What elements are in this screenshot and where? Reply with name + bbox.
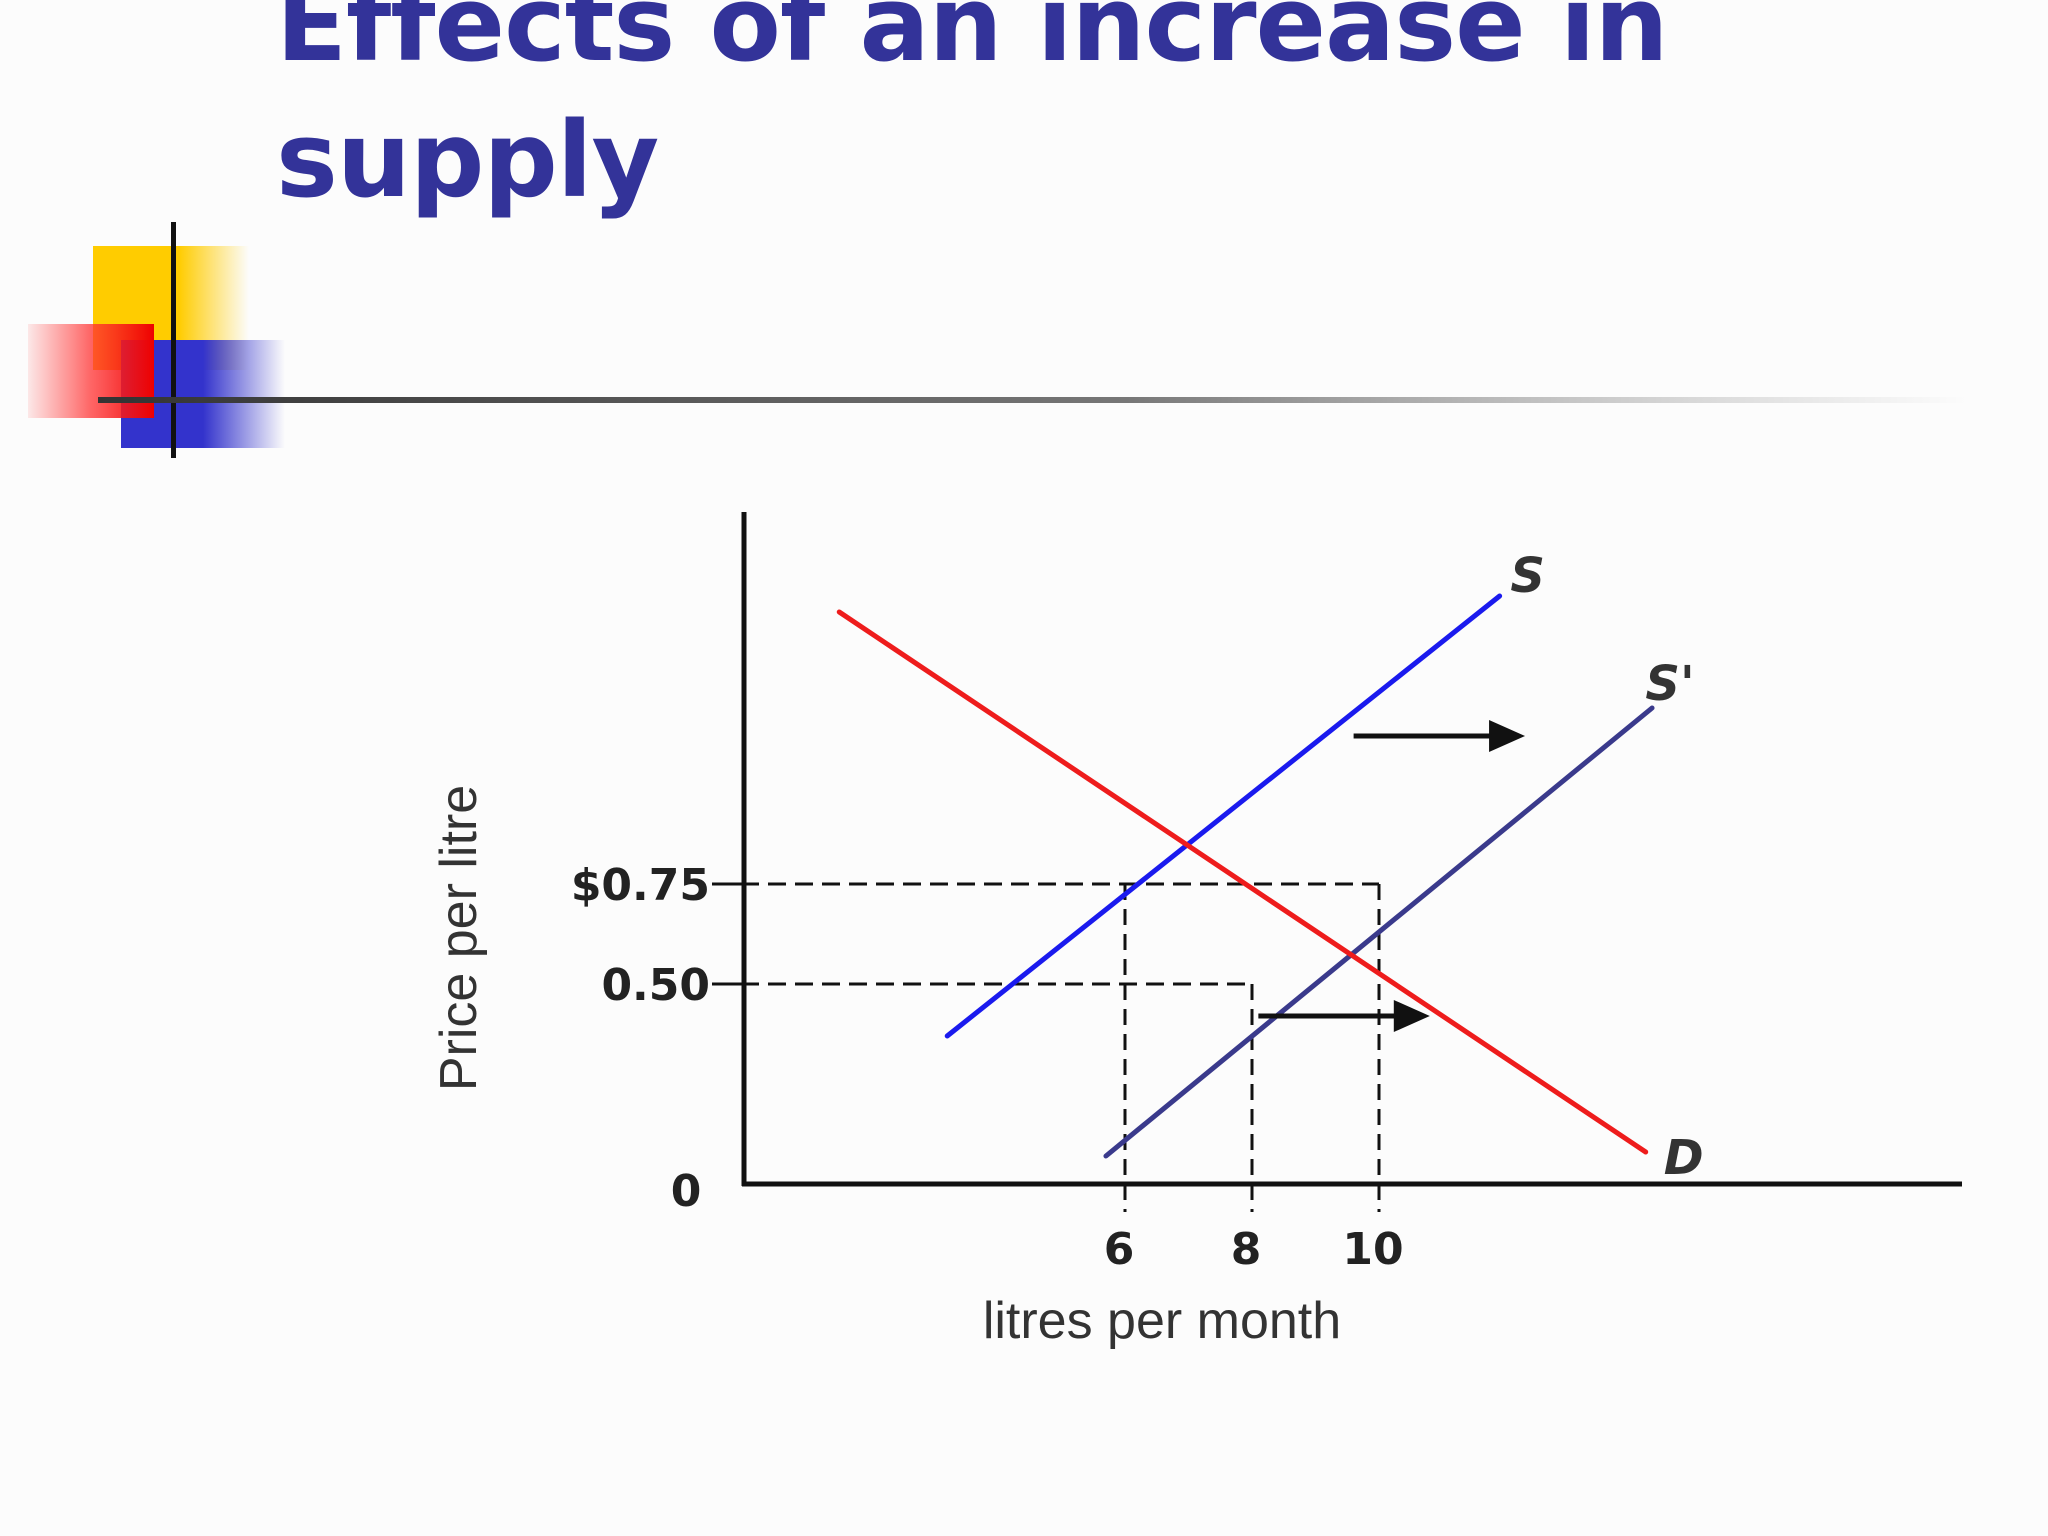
x-tick-label: 6 [1104, 1224, 1135, 1275]
title-underline-rule [98, 397, 1968, 403]
x-tick-label: 10 [1342, 1224, 1403, 1275]
series-line-s [944, 593, 1503, 1039]
shift-arrow-head-icon [1393, 1000, 1430, 1032]
y-tick-label: $0.75 [571, 860, 710, 911]
shift-arrow-head-icon [1489, 720, 1526, 752]
series-label-s: S [1510, 548, 1545, 604]
shift-arrows-layer [1258, 720, 1526, 1032]
series-label-d: D [1664, 1130, 1704, 1186]
y-tick-label: 0.50 [601, 960, 710, 1011]
guide-lines-layer [714, 882, 1381, 1212]
origin-label: 0 [671, 1166, 702, 1217]
series-label-s-prime: S' [1645, 656, 1694, 712]
series-line-d [836, 609, 1649, 1155]
x-tick-label: 8 [1231, 1224, 1262, 1275]
labels-layer: 0 litres per month Price per litre [430, 785, 1341, 1350]
y-axis-title: Price per litre [430, 785, 488, 1091]
axes-layer [741, 512, 1962, 1187]
accent-vertical-rule [171, 222, 176, 458]
series-line-s-prime [1103, 705, 1655, 1159]
slide-title: Effects of an increase in supply [276, 0, 1669, 221]
ticks-layer: $0.75 0.50 6 8 10 [571, 860, 1404, 1275]
x-axis-title: litres per month [983, 1292, 1341, 1350]
series-layer: S S' D [836, 548, 1704, 1186]
